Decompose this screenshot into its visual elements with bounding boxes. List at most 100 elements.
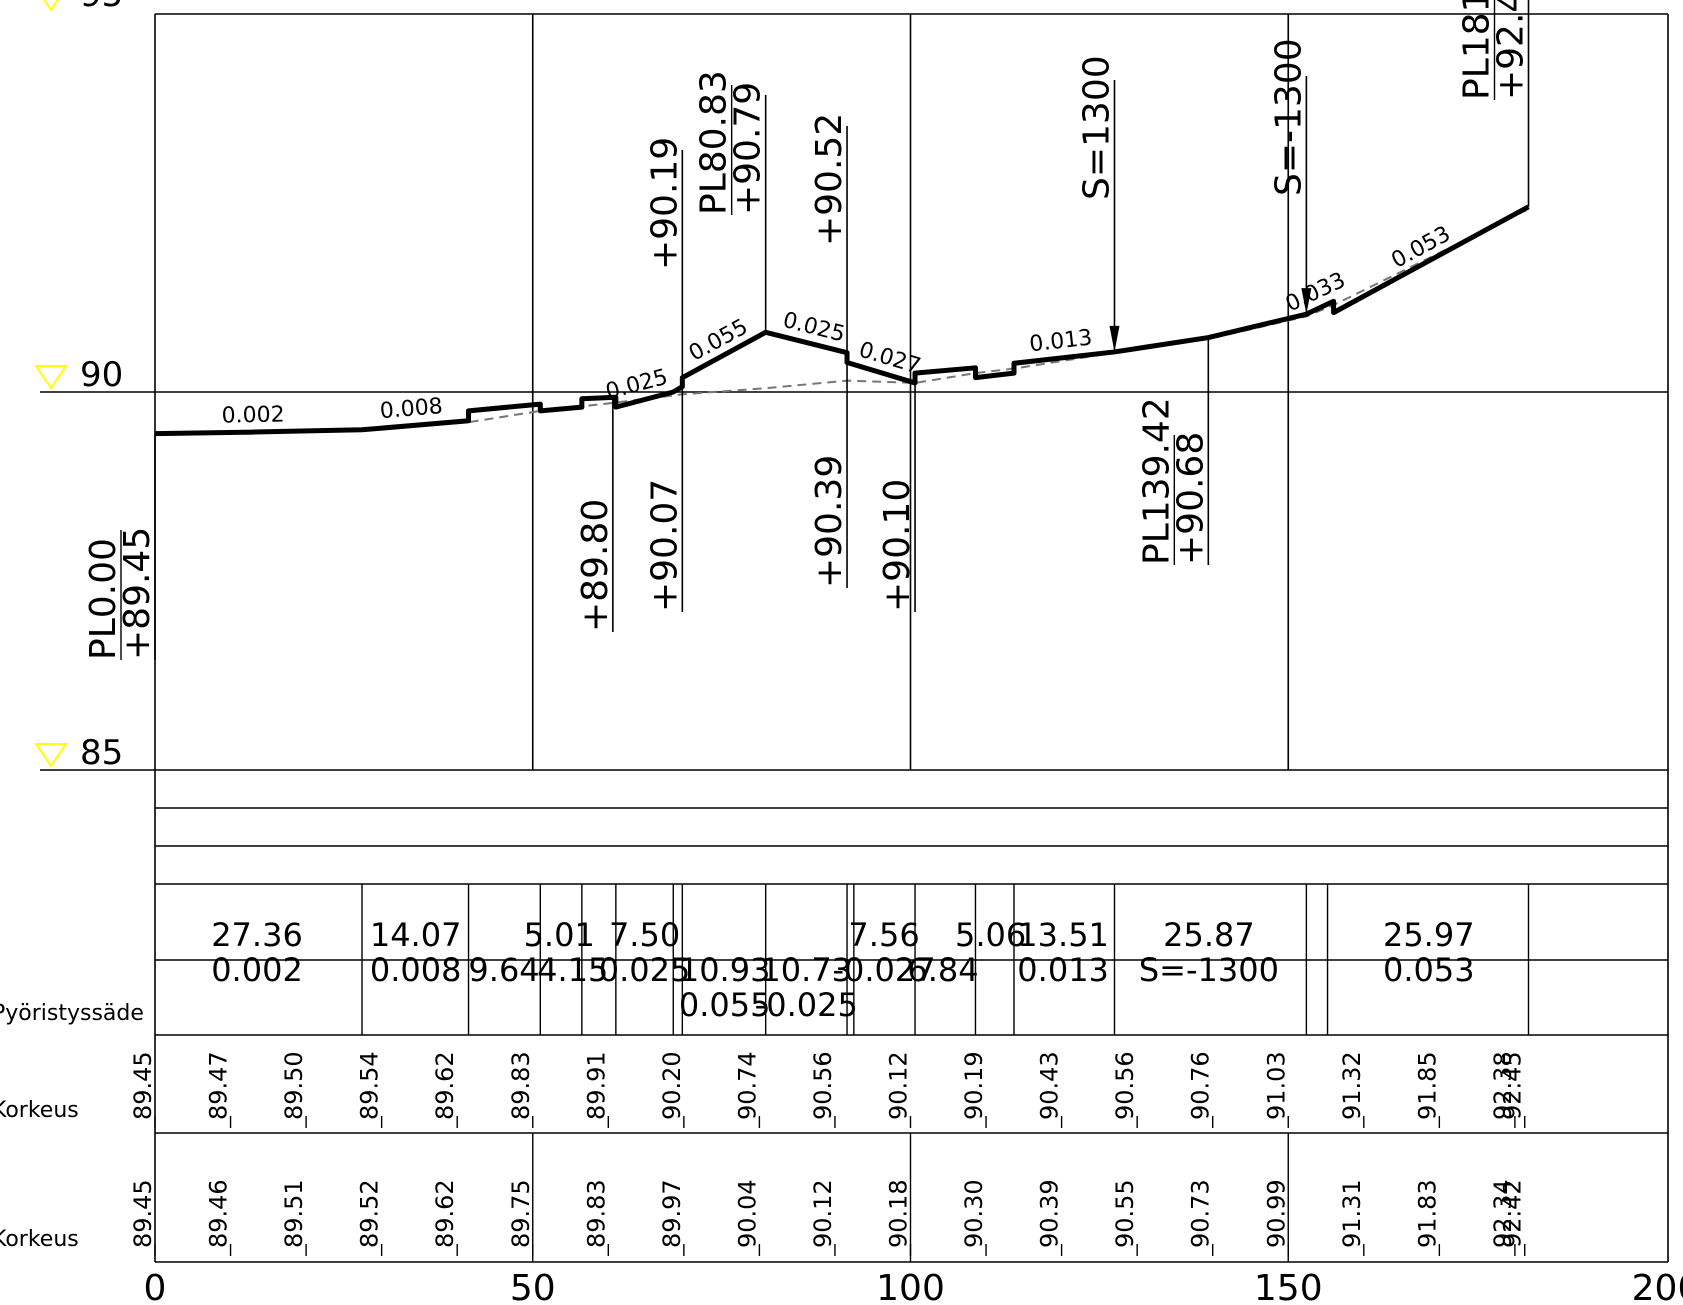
station-tick-label: 0 <box>144 1268 167 1305</box>
grade-label: 0.008 <box>379 394 444 424</box>
station-label: +90.39 <box>809 455 850 588</box>
grade-label: 0.025 <box>780 308 847 348</box>
level-marker-icon <box>34 365 68 390</box>
level-label: 90 <box>80 355 123 395</box>
elevation-value: 92.34 <box>1489 1179 1517 1248</box>
radius-cell-text: 5.01 <box>524 916 595 954</box>
elevation-value: 90.30 <box>960 1179 988 1248</box>
station-label: PL80.83 <box>694 70 735 215</box>
elevation-value: 89.97 <box>658 1179 686 1248</box>
radius-cell-text: 0.025 <box>599 951 691 989</box>
level-label: 85 <box>80 733 123 773</box>
elevation-value: 92.38 <box>1489 1051 1517 1120</box>
elevation-value: 90.55 <box>1111 1179 1139 1248</box>
elevation-value: 90.12 <box>809 1179 837 1248</box>
radius-cell-text: 9.64 <box>468 951 539 989</box>
elevation-value: 90.76 <box>1187 1051 1215 1120</box>
radius-cell-text: 13.51 <box>1017 916 1109 954</box>
elevation-value: 89.47 <box>205 1051 233 1120</box>
radius-cell-text: 0.002 <box>211 951 303 989</box>
station-label: +90.68 <box>1170 432 1211 565</box>
radius-cell-text: 10.73 <box>760 951 852 989</box>
level-marker-icon <box>34 743 68 768</box>
radius-cell-text: 4.15 <box>537 951 608 989</box>
elevation-value: 91.85 <box>1413 1051 1441 1120</box>
station-label: +90.19 <box>644 137 685 270</box>
elevation-value: 90.12 <box>885 1051 913 1120</box>
elevation-value: 90.04 <box>733 1179 761 1248</box>
station-label: +90.10 <box>877 479 918 612</box>
elevation-value: 89.51 <box>280 1179 308 1248</box>
elevation-value: 90.56 <box>809 1051 837 1120</box>
radius-cell-text: 5.06 <box>955 916 1026 954</box>
radius-cell-text: 25.97 <box>1383 916 1475 954</box>
station-label: +89.45 <box>117 527 158 660</box>
elevation-value: 89.52 <box>356 1179 384 1248</box>
radius-cell-text: 25.87 <box>1163 916 1255 954</box>
station-axis: 0 50 100 150 200 <box>144 1268 1683 1305</box>
level-label-partial: 95 <box>80 0 123 15</box>
radius-cell-text: 7.50 <box>609 916 680 954</box>
elevation-value: 90.20 <box>658 1051 686 1120</box>
elevation-value: 89.62 <box>431 1179 459 1248</box>
elevation-value: 91.03 <box>1262 1051 1290 1120</box>
station-tick-label: 200 <box>1632 1268 1683 1305</box>
station-label: PL139.42 <box>1136 397 1177 565</box>
radius-cell-text: 6.84 <box>907 951 978 989</box>
radius-cell-text: 0.055 <box>679 986 771 1024</box>
station-tick-label: 100 <box>876 1268 945 1305</box>
elevation-value: 90.19 <box>960 1051 988 1120</box>
station-tick-label: 150 <box>1254 1268 1323 1305</box>
elevation-row-2: 89.45 89.46 89.51 89.52 89.62 89.75 89.83 89.97… <box>129 1179 1527 1256</box>
station-label: S=-1300 <box>1268 38 1309 196</box>
elevation-value: 90.43 <box>1036 1051 1064 1120</box>
elevation-value: 90.74 <box>733 1051 761 1120</box>
row-labels: Pyöristyssäde Korkeus Korkeus <box>0 1001 144 1252</box>
station-tick-label: 50 <box>510 1268 556 1305</box>
radius-cell-text: 0.053 <box>1383 951 1475 989</box>
station-label: +92.4 <box>1490 0 1531 100</box>
radius-cell-text: S=-1300 <box>1139 951 1279 989</box>
radius-cell-text: 10.93 <box>679 951 771 989</box>
elevation-value: 90.56 <box>1111 1051 1139 1120</box>
radius-table: 27.360.002 14.070.008 9.645.014.157.500.02… <box>155 884 1668 1035</box>
station-label: +90.52 <box>809 113 850 246</box>
elevation-value: 90.18 <box>885 1179 913 1248</box>
radius-cell-text: 27.36 <box>211 916 303 954</box>
elevation-value: 91.83 <box>1413 1179 1441 1248</box>
arrow-icon <box>1109 325 1120 352</box>
elevation-row-1: 89.45 89.47 89.50 89.54 89.62 89.83 89.91 90.20… <box>129 1051 1527 1128</box>
station-label: +90.79 <box>728 82 769 215</box>
row-label-elevation-2: Korkeus <box>0 1227 79 1252</box>
grade-label: 0.002 <box>221 403 284 429</box>
elevation-value: 89.62 <box>431 1051 459 1120</box>
radius-cell-text: 14.07 <box>370 916 462 954</box>
grade-label: 0.013 <box>1028 325 1093 357</box>
radius-cell-text: -0.025 <box>755 986 858 1024</box>
elevation-value: 92.42 <box>1499 1179 1527 1248</box>
arrow-icon <box>1301 288 1312 315</box>
existing-ground-polyline <box>154 208 1529 436</box>
station-elevation-labels: PL0.00+89.45 +89.80+90.19+90.07PL80.83+90… <box>83 0 1531 660</box>
elevation-value: 89.45 <box>129 1179 157 1248</box>
level-marker-icon <box>42 0 60 12</box>
elevation-value: 89.50 <box>280 1051 308 1120</box>
radius-cell-text: -0.027 <box>832 951 935 989</box>
elevation-value: 91.32 <box>1338 1051 1366 1120</box>
station-label: PL0.00 <box>83 538 124 660</box>
station-label: PL181 <box>1456 0 1497 100</box>
elevation-value: 90.73 <box>1187 1179 1215 1248</box>
elevation-value: 90.39 <box>1036 1179 1064 1248</box>
radius-cell-text: 0.008 <box>370 951 462 989</box>
elevation-value: 89.75 <box>507 1179 535 1248</box>
station-label: +90.07 <box>644 479 685 612</box>
elevation-value: 89.91 <box>582 1051 610 1120</box>
elevation-level-markers: 90 85 95 <box>34 0 123 773</box>
radius-cell-text: 0.013 <box>1017 951 1109 989</box>
radius-cell-text: 7.56 <box>848 916 919 954</box>
elevation-value: 89.46 <box>205 1179 233 1248</box>
station-label: +89.80 <box>575 499 616 632</box>
elevation-value: 89.54 <box>356 1051 384 1120</box>
row-label-radius: Pyöristyssäde <box>0 1001 144 1026</box>
elevation-value: 89.45 <box>129 1051 157 1120</box>
